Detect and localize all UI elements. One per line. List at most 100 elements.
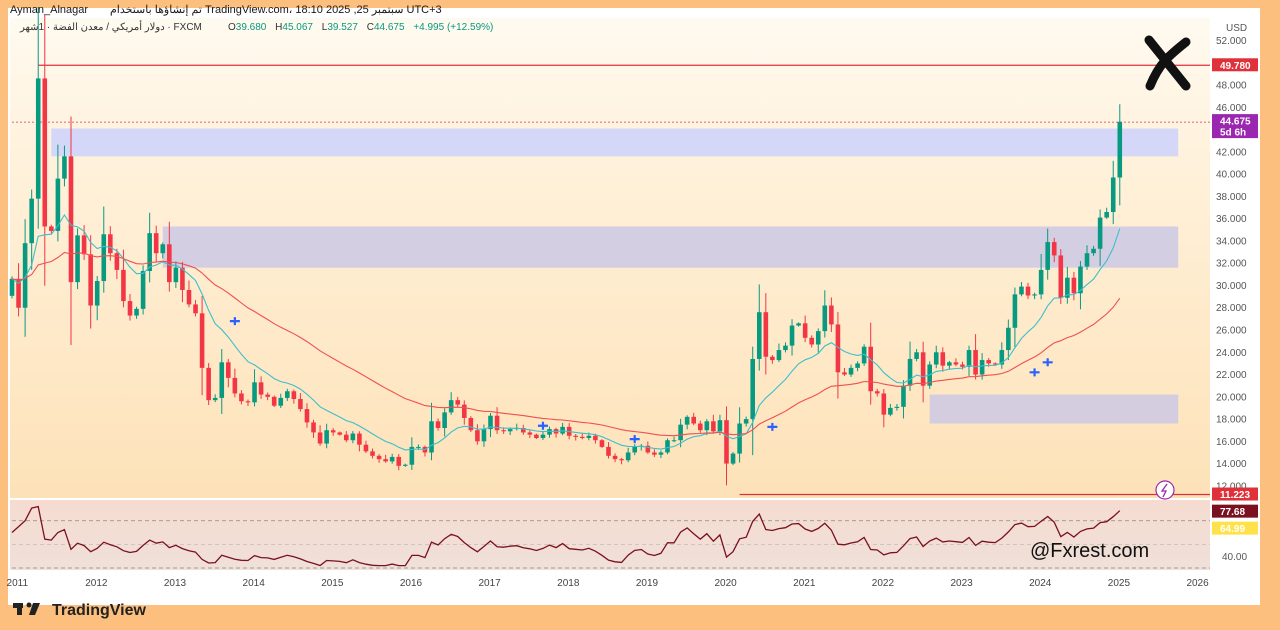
candle-body: [239, 393, 244, 402]
year-label: 2018: [557, 578, 580, 589]
cross-marker-icon: [1042, 358, 1053, 367]
candle-body: [330, 430, 336, 433]
candle-body: [62, 156, 67, 179]
candle-body: [481, 429, 487, 442]
candle-body: [1110, 177, 1116, 213]
candle-body: [448, 400, 454, 413]
candle-body: [829, 305, 834, 325]
candle-body: [652, 452, 657, 455]
candle-body: [534, 434, 539, 438]
ema-fast-line: [11, 213, 1121, 451]
year-label: 2024: [1029, 578, 1052, 589]
candle-body: [697, 423, 703, 431]
low-label: L: [322, 22, 328, 33]
price-tick: 18.000: [1216, 415, 1247, 426]
candle-body: [344, 434, 349, 441]
candle-body: [547, 429, 552, 435]
candle-body: [802, 323, 808, 338]
candle-body: [1104, 212, 1109, 218]
year-label: 2016: [400, 578, 423, 589]
price-tick: 24.000: [1216, 348, 1247, 359]
candle-body: [645, 445, 651, 453]
candle-body: [776, 350, 782, 361]
cross-marker-icon: [629, 435, 640, 444]
candle-body: [947, 362, 952, 366]
candle-body: [1097, 217, 1103, 249]
ohlc-readout: O39.680 H45.067 L39.527 C44.675 +4.995 (…: [228, 22, 493, 33]
candle-body: [265, 394, 270, 397]
candle-body: [252, 382, 257, 403]
candle-body: [835, 324, 841, 373]
candle-body: [49, 226, 54, 231]
candle-body: [940, 352, 946, 366]
candle-body: [920, 352, 926, 386]
rsi-ma-tag-bg: [1212, 521, 1258, 535]
candle-body: [468, 417, 474, 431]
high-value: 45.067: [282, 22, 313, 33]
price-tick: 42.000: [1216, 147, 1247, 158]
price-tick: 30.000: [1216, 281, 1247, 292]
watermark-text: @Fxrest.com: [1030, 540, 1149, 562]
price-tick: 36.000: [1216, 214, 1247, 225]
price-tick: 32.000: [1216, 259, 1247, 270]
price-tick: 34.000: [1216, 236, 1247, 247]
lightning-icon[interactable]: [1155, 480, 1175, 500]
horizontal-levels: [12, 64, 1210, 496]
candle-body: [396, 456, 402, 466]
cross-marker-icon: [1029, 368, 1040, 377]
candle-body: [127, 301, 133, 316]
candle-body: [815, 331, 821, 345]
candle-body: [409, 446, 415, 465]
close-value: 44.675: [374, 22, 405, 33]
symbol-info[interactable]: دولار أمريكي / معدن الفضة · 1شهر · FXCM: [19, 20, 202, 33]
candle-body: [881, 393, 887, 415]
cross-marker-icon: [229, 317, 240, 326]
candle-body: [291, 391, 297, 400]
candle-body: [822, 305, 828, 332]
candle-body: [933, 352, 939, 365]
candle-body: [730, 453, 736, 464]
countdown-tag: 5d 6h: [1220, 128, 1246, 139]
candle-body: [783, 345, 788, 351]
candle-body: [461, 404, 467, 418]
candle-body: [389, 456, 395, 462]
candle-body: [691, 416, 697, 424]
price-tick: 14.000: [1216, 459, 1247, 470]
candle-body: [750, 358, 756, 420]
candle-body: [770, 356, 775, 361]
candle-body: [737, 423, 742, 454]
candle-body: [979, 360, 985, 375]
candle-body: [488, 415, 493, 430]
price-tick: 20.000: [1216, 392, 1247, 403]
candle-body: [1117, 121, 1123, 178]
support-tag-bg: [1212, 487, 1258, 501]
candle-body: [232, 377, 238, 394]
candle-body: [1084, 253, 1090, 267]
resistance-tag-bg: [1212, 58, 1258, 72]
year-label: 2020: [714, 578, 737, 589]
open-value: 39.680: [236, 22, 267, 33]
candle-body: [9, 278, 15, 296]
candle-body: [199, 313, 205, 368]
candle-body: [1091, 248, 1096, 254]
candle-body: [153, 233, 159, 254]
rsi-tag-bg: [1212, 504, 1258, 518]
candle-body: [619, 459, 624, 461]
candle-body: [435, 421, 441, 428]
candle-body: [108, 234, 113, 254]
candle-body: [121, 269, 126, 302]
candle-body: [42, 78, 48, 227]
candle-body: [894, 406, 900, 408]
moving-averages: [11, 213, 1121, 451]
candle-body: [665, 440, 670, 453]
candle-body: [376, 455, 382, 460]
candle-body: [678, 424, 683, 441]
time-axis: 2011 2012 2013 2014 2015 2016 2017 2018 2019 2020…: [7, 578, 1210, 589]
candle-body: [370, 451, 375, 456]
candle-body: [68, 156, 74, 283]
candle-body: [756, 312, 762, 359]
rsi-indicator: [11, 505, 1210, 569]
candle-body: [1038, 269, 1044, 295]
price-tick: 38.000: [1216, 192, 1247, 203]
